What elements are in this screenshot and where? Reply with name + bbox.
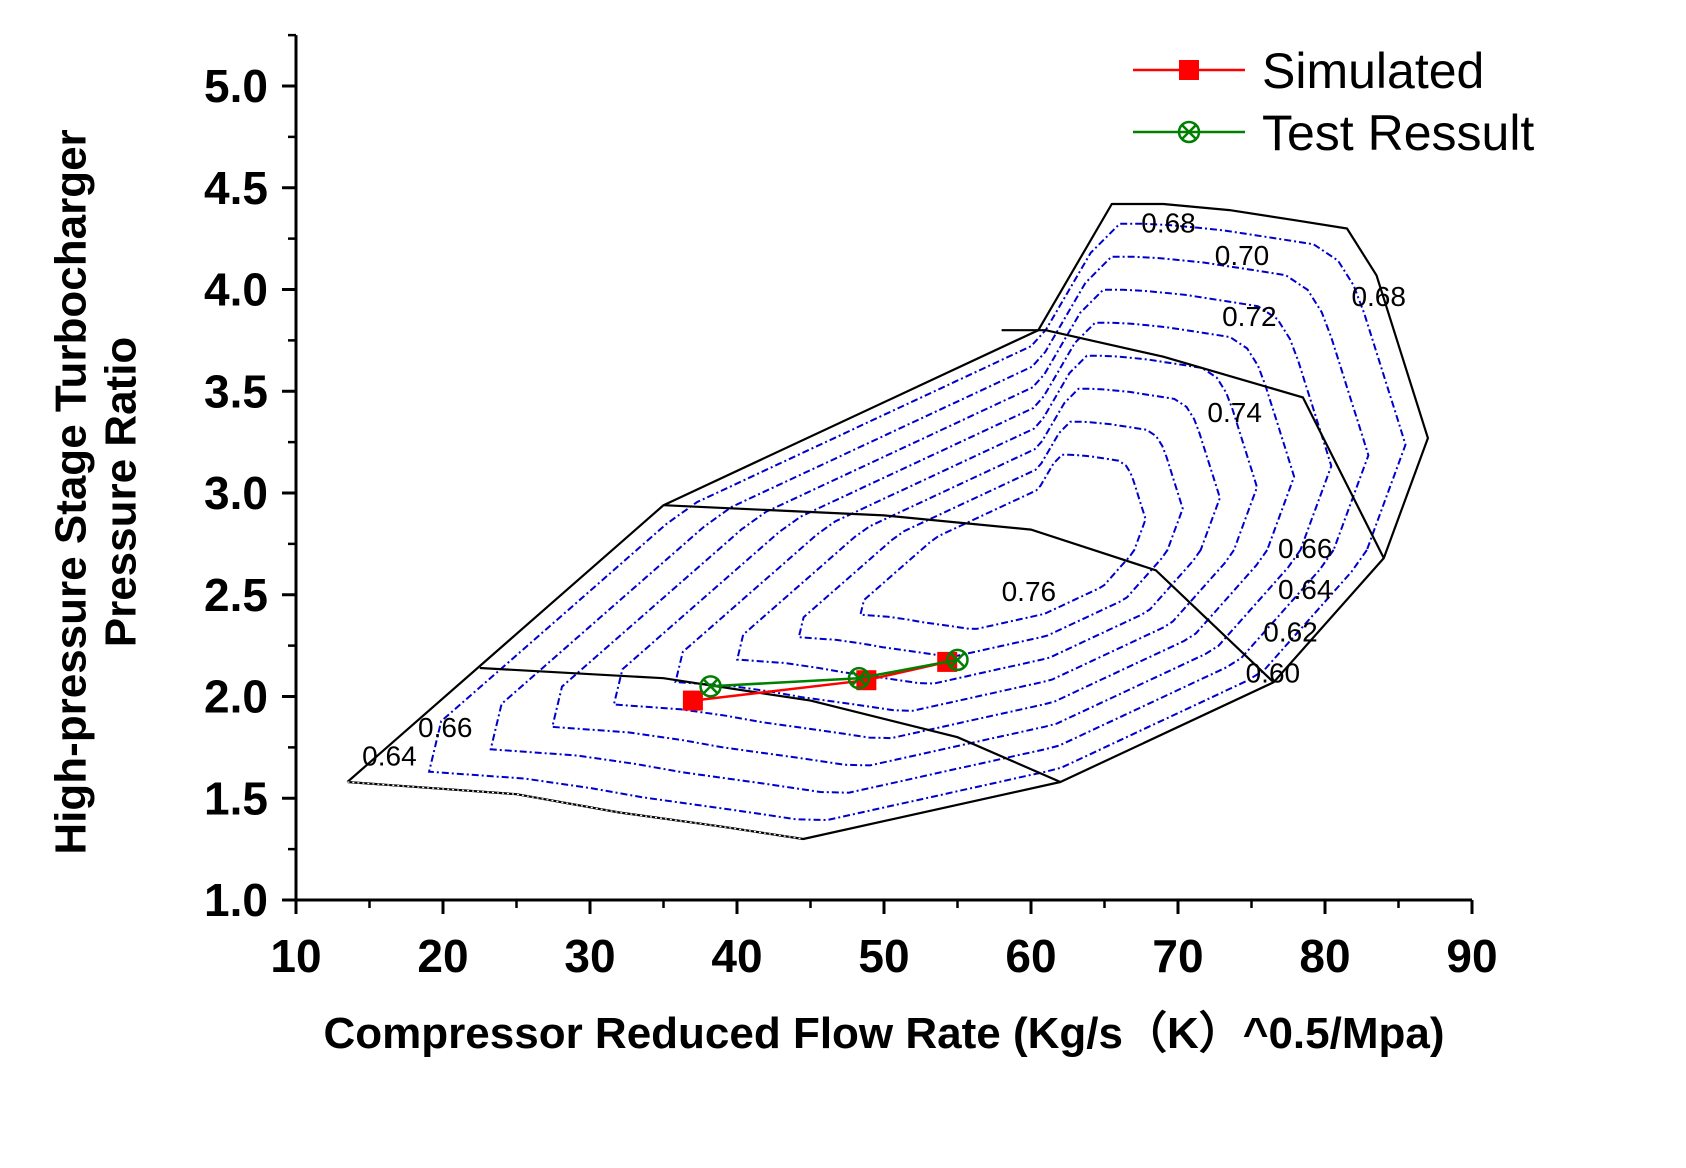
efficiency-label: 0.68	[1351, 281, 1406, 312]
efficiency-label: 0.60	[1246, 657, 1301, 688]
data-series	[682, 648, 969, 711]
data-point-circle-x	[847, 666, 871, 690]
y-tick-label: 3.0	[204, 467, 268, 519]
efficiency-label: 0.66	[1278, 533, 1333, 564]
data-point-square	[1179, 60, 1199, 80]
data-point-circle-x	[1177, 120, 1201, 144]
choke-edge	[347, 781, 804, 840]
y-tick-label: 5.0	[204, 60, 268, 112]
efficiency-label: 0.68	[1141, 208, 1196, 239]
x-tick-label: 20	[417, 930, 468, 982]
speed-line	[479, 666, 1061, 784]
y-tick-label: 4.0	[204, 264, 268, 316]
efficiency-label: 0.76	[1002, 576, 1057, 607]
x-tick-label: 10	[270, 930, 321, 982]
legend-entry: Test Ressult	[1133, 105, 1534, 161]
efficiency-label: 0.64	[1278, 574, 1333, 605]
efficiency-contour	[735, 387, 1221, 685]
x-tick-label: 50	[858, 930, 909, 982]
data-point-circle-x	[699, 675, 722, 698]
x-axis-title: Compressor Reduced Flow Rate (Kg/s（K）^0.…	[324, 1009, 1445, 1058]
efficiency-contour	[489, 255, 1370, 794]
x-tick-label: 80	[1299, 930, 1350, 982]
efficiency-label: 0.74	[1207, 397, 1262, 428]
efficiency-label: 0.72	[1222, 301, 1277, 332]
data-point-square	[682, 690, 703, 711]
map-boundary-line	[346, 202, 1430, 841]
x-tick-label: 70	[1152, 930, 1203, 982]
y-tick-label: 1.0	[204, 874, 268, 926]
efficiency-contour	[797, 420, 1184, 658]
axis-titles: Compressor Reduced Flow Rate (Kg/s（K）^0.…	[46, 129, 1444, 1058]
x-tick-label: 30	[564, 930, 615, 982]
efficiency-labels: 0.760.740.720.700.680.680.660.640.620.60…	[362, 208, 1406, 772]
speed-lines	[479, 329, 1385, 784]
efficiency-label: 0.64	[362, 741, 417, 772]
efficiency-contour	[859, 453, 1147, 630]
data-point-circle-x	[946, 648, 969, 672]
y-axis-title-line-1: High-pressure Stage Turbocharger	[46, 129, 95, 854]
efficiency-contours	[427, 222, 1407, 822]
x-tick-label: 40	[711, 930, 762, 982]
efficiency-contour	[674, 354, 1259, 712]
y-tick-label: 3.5	[204, 365, 268, 417]
efficiency-contour	[612, 321, 1296, 740]
legend-label: Simulated	[1262, 43, 1484, 99]
legend: Simulated Test Ressult	[1133, 43, 1534, 161]
y-tick-label: 2.5	[204, 569, 268, 621]
speed-line	[1001, 329, 1385, 559]
efficiency-label: 0.70	[1215, 240, 1270, 271]
efficiency-contour	[551, 288, 1333, 767]
x-tick-label: 60	[1005, 930, 1056, 982]
y-tick-label: 2.0	[204, 671, 268, 723]
series-test-ressult	[699, 648, 969, 698]
legend-entry: Simulated	[1133, 43, 1484, 99]
efficiency-contour	[427, 222, 1407, 822]
legend-label: Test Ressult	[1262, 105, 1534, 161]
axes: 10 20 30 40 50 60 70 80 90 1.0 1.5 2.0 2.5 3.0 3.5 4.0 4…	[204, 33, 1498, 982]
y-tick-label: 1.5	[204, 772, 268, 824]
efficiency-label: 0.62	[1263, 617, 1318, 648]
efficiency-label: 0.66	[418, 712, 473, 743]
speed-line	[663, 504, 1275, 684]
map-boundary	[346, 202, 1430, 841]
y-tick-label: 4.5	[204, 162, 268, 214]
y-axis-title-line-2: Pressure Ratio	[96, 337, 145, 648]
x-tick-label: 90	[1446, 930, 1497, 982]
